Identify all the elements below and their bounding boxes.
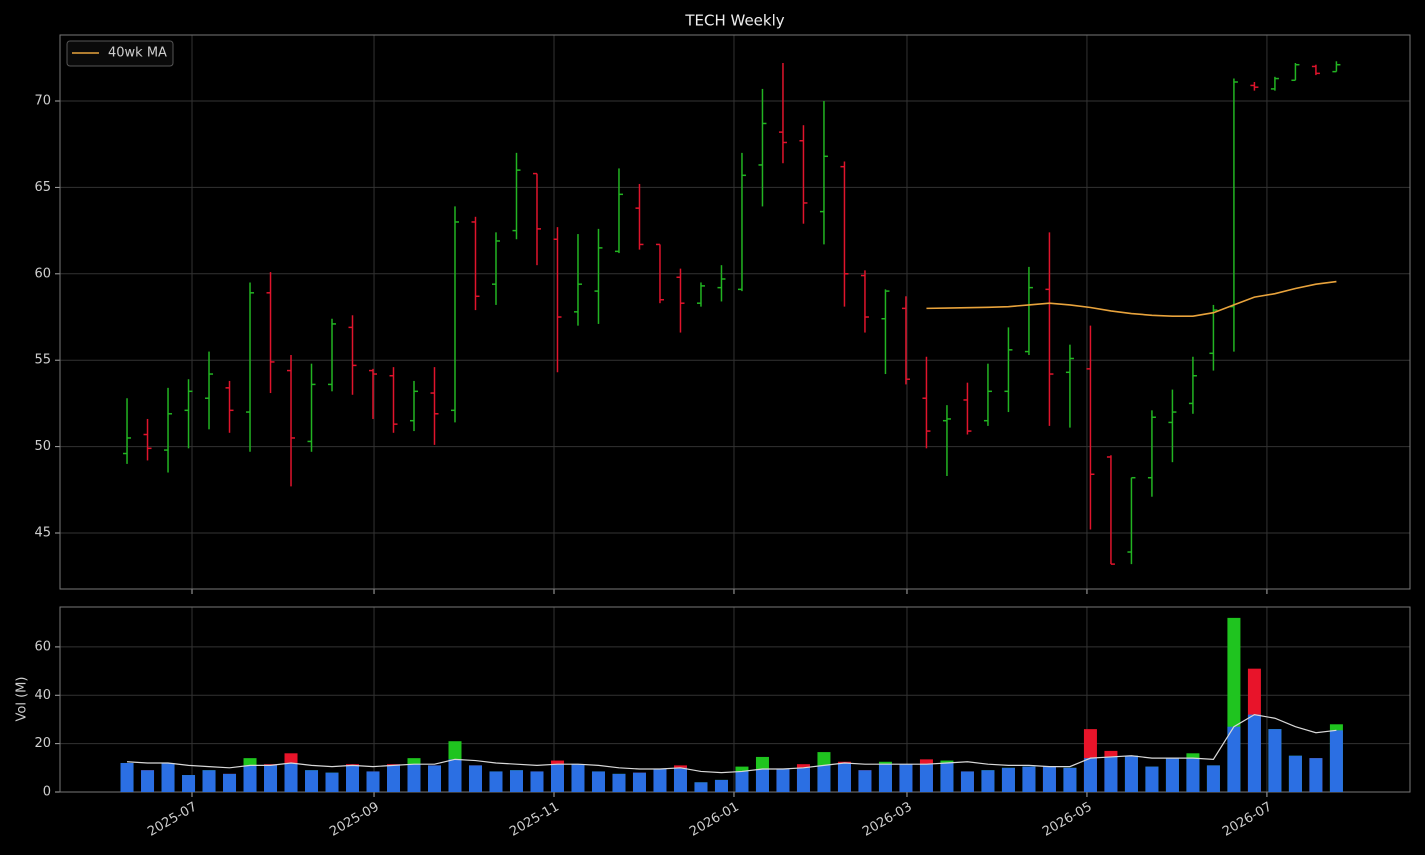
y-tick-label: 65 (34, 180, 51, 195)
volume-base (1186, 758, 1200, 792)
volume-base (305, 770, 319, 792)
y-tick-label: 20 (34, 736, 51, 751)
volume-base (120, 762, 134, 792)
chart-title: TECH Weekly (684, 12, 784, 30)
volume-base (673, 767, 687, 792)
volume-base (940, 762, 954, 792)
volume-base (550, 764, 564, 792)
volume-base (612, 773, 626, 792)
volume-base (223, 773, 237, 792)
volume-base (632, 772, 646, 792)
volume-base (264, 765, 278, 792)
y-tick-label: 70 (34, 94, 51, 109)
volume-base (919, 764, 933, 792)
volume-base (530, 771, 544, 792)
volume-base (1329, 730, 1343, 792)
volume-base (858, 770, 872, 792)
y-tick-label: 0 (43, 785, 51, 800)
volume-base (387, 765, 401, 792)
volume-base (1288, 755, 1302, 792)
volume-base (202, 770, 216, 792)
volume-base (735, 771, 749, 792)
volume-base (960, 771, 974, 792)
volume-base (468, 765, 482, 792)
volume-ma-line (126, 713, 1337, 774)
volume-base (1001, 767, 1015, 792)
volume-base (1206, 765, 1220, 792)
y-tick-label: 55 (34, 353, 51, 368)
volume-base (755, 769, 769, 792)
y-tick-label: 45 (34, 526, 51, 541)
volume-base (817, 765, 831, 792)
volume-base (1268, 729, 1282, 792)
volume-base (1309, 758, 1323, 792)
volume-base (1165, 758, 1179, 792)
volume-base (714, 779, 728, 792)
volume-base (1145, 766, 1159, 792)
volume-base (161, 762, 175, 792)
volume-base (243, 765, 257, 792)
volume-base (325, 772, 339, 792)
moving-average-line (926, 280, 1337, 317)
volume-base (899, 764, 913, 792)
volume-base (1104, 756, 1118, 792)
volume-base (981, 770, 995, 792)
volume-base (878, 764, 892, 792)
y-tick-label: 60 (34, 266, 51, 281)
volume-base (776, 769, 790, 792)
y-tick-label: 50 (34, 439, 51, 454)
volume-base (407, 764, 421, 792)
plot-frame (59, 606, 1411, 793)
volume-base (1063, 767, 1077, 792)
volume-base (1227, 726, 1241, 792)
y-tick-label: 60 (34, 639, 51, 654)
volume-base (653, 769, 667, 792)
legend-box (66, 40, 174, 67)
volume-base (489, 771, 503, 792)
plot-frame (59, 34, 1411, 590)
volume-base (1083, 758, 1097, 792)
volume-base (1042, 766, 1056, 792)
volume-base (509, 770, 523, 792)
y-tick-label: 40 (34, 688, 51, 703)
volume-base (448, 759, 462, 792)
volume-base (141, 770, 155, 792)
volume-base (1247, 714, 1261, 792)
volume-base (796, 767, 810, 792)
volume-base (427, 765, 441, 792)
volume-base (346, 765, 360, 792)
volume-base (366, 771, 380, 792)
volume-base (571, 764, 585, 792)
legend-label: 40wk MA (108, 46, 167, 61)
volume-base (837, 762, 851, 792)
volume-base (1124, 755, 1138, 792)
volume-base (694, 782, 708, 792)
volume-base (591, 771, 605, 792)
volume-base (1022, 766, 1036, 792)
volume-base (284, 762, 298, 792)
y-axis-label: Vol (M) (15, 677, 30, 722)
volume-base (182, 775, 196, 792)
